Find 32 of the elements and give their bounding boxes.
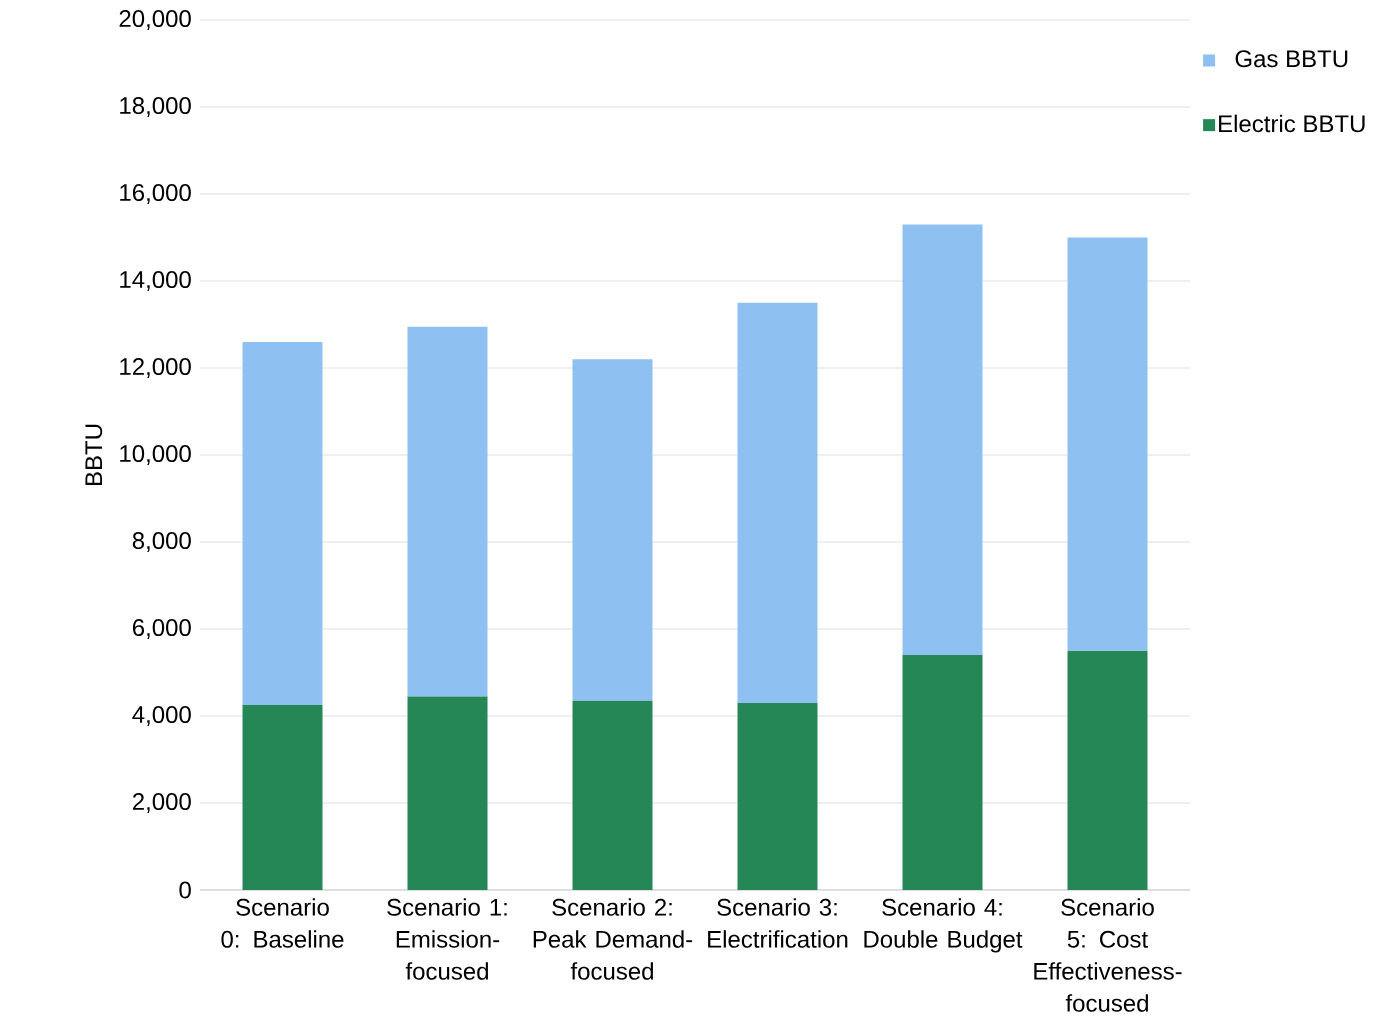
y-tick-label: 4,000 [132, 706, 191, 726]
bar [572, 700, 653, 890]
x-tick-label: Scenario 3: Electrification [708, 898, 848, 948]
y-tick-label: 12,000 [120, 358, 191, 378]
y-tick-label: 2,000 [132, 793, 191, 813]
y-axis-title: BBTU [85, 424, 103, 486]
y-tick-label: 20,000 [119, 10, 191, 30]
bar [737, 702, 818, 890]
y-tick-label: 14,000 [120, 271, 191, 291]
bar [902, 224, 983, 656]
legend-label: Electric BBTU [1219, 114, 1365, 133]
bar [572, 359, 653, 701]
bar [242, 705, 323, 890]
bar [737, 302, 818, 703]
y-tick-label: 6,000 [132, 619, 191, 639]
x-tick-label: Scenario 0: Baseline [221, 898, 344, 948]
bar [242, 341, 323, 706]
legend-label: Gas BBTU [1235, 50, 1348, 68]
y-tick-label: 18,000 [120, 97, 191, 117]
x-tick-label: Scenario 4: Double Budget [864, 898, 1023, 953]
bar [407, 696, 488, 890]
y-tick-label: 10,000 [120, 445, 191, 465]
y-tick-label: 0 [179, 881, 191, 899]
x-tick-label: Scenario 1: Emission-focused [387, 898, 507, 980]
y-tick-label: 8,000 [132, 532, 191, 552]
bar [902, 655, 983, 890]
bar [1067, 650, 1148, 890]
y-tick-label: 16,000 [120, 184, 191, 204]
x-tick-label: Scenario 2: Peak Demand-focused [533, 898, 693, 980]
bar [407, 326, 488, 697]
bar [1067, 237, 1148, 651]
x-tick-label: Scenario 5: Cost Effectiveness-focused [1034, 898, 1182, 1012]
